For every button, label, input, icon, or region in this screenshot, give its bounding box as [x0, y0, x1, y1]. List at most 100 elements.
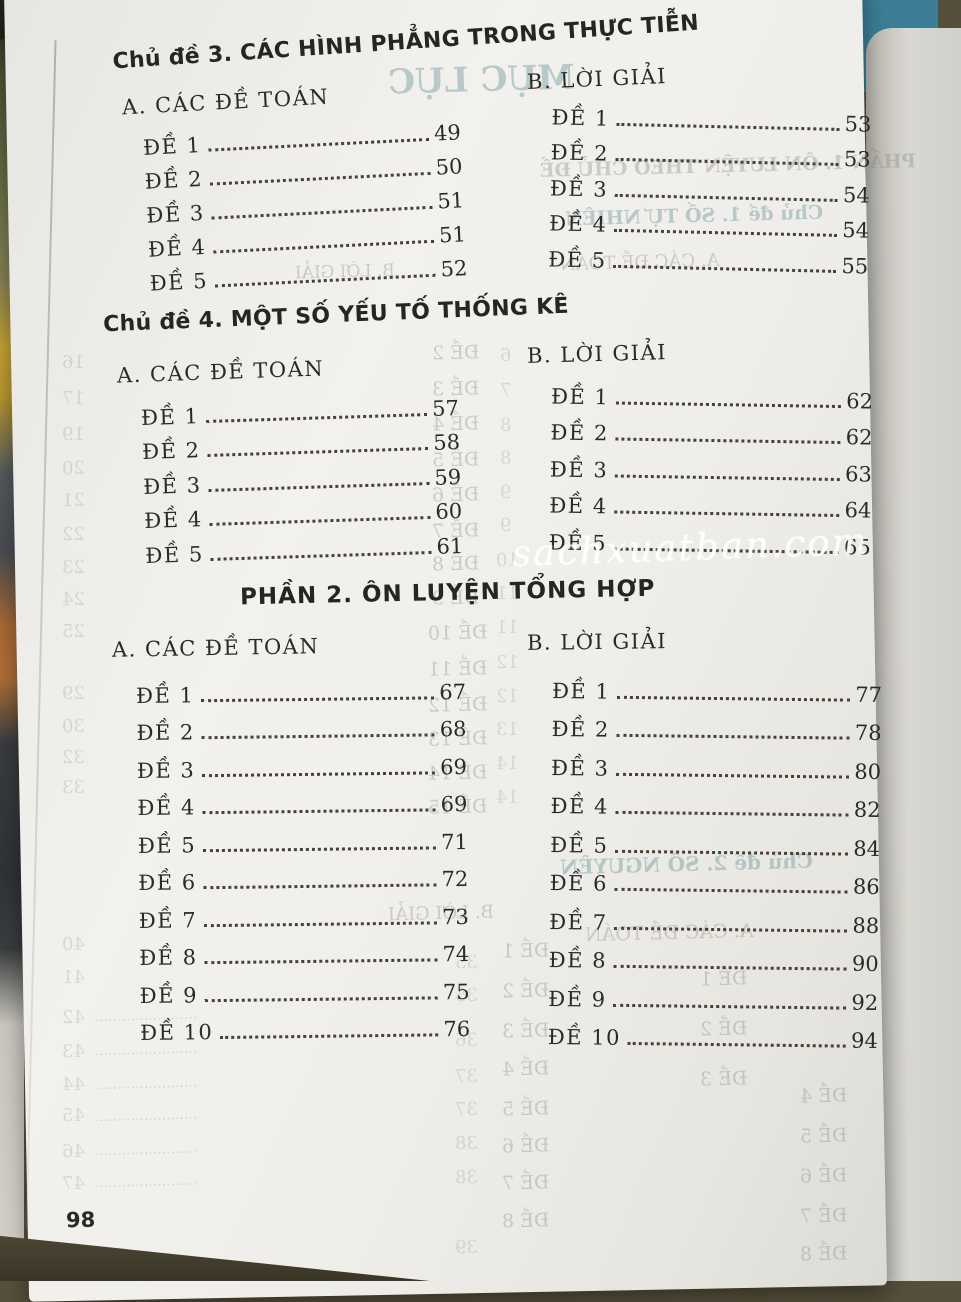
toc-list-problems-3: ĐỀ 1 67 ĐỀ 2 68 ĐỀ 3 69 ĐỀ 4 69 ĐỀ 5 71 ĐỀ 6 72 ĐỀ 7… — [136, 666, 471, 1045]
dot-leader — [202, 770, 436, 777]
bleedthrough-text: 30 — [61, 715, 86, 738]
entry-label: ĐỀ 2 — [550, 140, 610, 166]
bleedthrough-text: 44 — [61, 1073, 86, 1096]
toc-entry: ĐỀ 10 94 — [548, 1010, 878, 1053]
bleedthrough-text: 12 — [495, 685, 520, 708]
bleedthrough-text: 37 — [454, 1098, 479, 1121]
toc-entry: ĐỀ 6 72 — [138, 853, 468, 895]
bleedthrough-text: ······················· — [94, 1144, 198, 1164]
entry-label: ĐỀ 5 — [550, 832, 609, 858]
bleedthrough-text: 8 — [499, 447, 512, 470]
dot-leader — [615, 473, 841, 481]
entry-page-number: 53 — [843, 147, 871, 172]
bleedthrough-text: 32 — [61, 746, 86, 769]
bleedthrough-text: 21 — [61, 489, 86, 512]
dot-leader — [627, 1041, 847, 1048]
dot-leader — [614, 926, 848, 933]
bleedthrough-text: ĐỀ 10 — [427, 621, 488, 645]
entry-label: ĐỀ 1 — [551, 104, 611, 131]
entry-label: ĐỀ 5 — [548, 246, 607, 273]
dot-leader — [614, 228, 838, 237]
dot-leader — [205, 995, 439, 1002]
heading-solutions-2: B. LỜI GIẢI — [526, 340, 668, 368]
entry-label: ĐỀ 5 — [137, 832, 197, 858]
bleedthrough-text: 41 — [61, 966, 86, 989]
dot-leader — [203, 845, 437, 852]
dot-leader — [202, 808, 436, 815]
toc-entry: ĐỀ 4 64 — [549, 481, 872, 522]
bleedthrough-text: ĐỀ 6 — [501, 1134, 550, 1158]
bleedthrough-text: 23 — [61, 556, 86, 579]
bleedthrough-text: ······················· — [94, 1078, 198, 1098]
toc-entry: ĐỀ 8 90 — [549, 933, 879, 976]
bleedthrough-text: ĐỀ 3 — [501, 1019, 550, 1043]
entry-label: ĐỀ 4 — [143, 507, 204, 533]
dot-leader — [201, 733, 435, 740]
entry-page-number: 52 — [440, 256, 468, 282]
entry-page-number: 53 — [844, 111, 872, 137]
bleedthrough-text: 9 — [499, 514, 512, 537]
entry-label: ĐỀ 1 — [135, 682, 195, 708]
entry-page-number: 77 — [855, 682, 883, 707]
bleedthrough-text: 8 — [499, 414, 512, 437]
toc-entry: ĐỀ 2 68 — [136, 703, 466, 745]
entry-page-number: 60 — [435, 498, 463, 524]
toc-entry: ĐỀ 5 71 — [137, 816, 468, 858]
entry-label: ĐỀ 6 — [138, 870, 197, 896]
toc-entry: ĐỀ 4 54 — [548, 200, 870, 243]
entry-label: ĐỀ 4 — [550, 793, 610, 819]
bleedthrough-text: 40 — [61, 933, 86, 956]
entry-label: ĐỀ 3 — [142, 472, 202, 499]
dot-leader — [614, 510, 840, 518]
entry-label: ĐỀ 2 — [550, 420, 610, 446]
entry-label: ĐỀ 1 — [140, 403, 200, 430]
entry-page-number: 92 — [851, 990, 879, 1015]
dot-leader — [615, 437, 841, 445]
entry-label: ĐỀ 10 — [547, 1024, 622, 1050]
toc-list-problems-2: ĐỀ 1 57 ĐỀ 2 58 ĐỀ 3 59 ĐỀ 4 60 ĐỀ 5 61 — [140, 385, 464, 568]
entry-page-number: 49 — [433, 120, 462, 146]
bleedthrough-text: ĐỀ 7 — [799, 1204, 848, 1228]
entry-page-number: 71 — [440, 829, 468, 854]
bleedthrough-text: ĐỀ 6 — [799, 1164, 848, 1188]
toc-entry: ĐỀ 1 67 — [135, 666, 466, 708]
dot-leader — [613, 964, 847, 971]
bleedthrough-text: ĐỀ 2 — [431, 341, 480, 365]
dot-leader — [617, 695, 851, 702]
dot-leader — [615, 810, 849, 817]
entry-label: ĐỀ 9 — [548, 986, 607, 1012]
entry-page-number: 62 — [845, 425, 873, 450]
toc-entry: ĐỀ 1 53 — [551, 93, 872, 136]
bleedthrough-text: ĐỀ 8 — [799, 1242, 848, 1266]
entry-label: ĐỀ 5 — [149, 268, 209, 296]
dot-leader — [616, 772, 850, 779]
bleedthrough-text: 24 — [61, 588, 86, 611]
bleedthrough-text: ······················· — [94, 1110, 198, 1130]
bleedthrough-text: 13 — [495, 718, 520, 741]
dot-leader — [614, 887, 848, 894]
entry-label: ĐỀ 10 — [140, 1020, 214, 1046]
bleedthrough-text: ĐỀ 5 — [501, 1097, 550, 1121]
entry-page-number: 75 — [442, 979, 470, 1004]
entry-page-number: 54 — [842, 218, 870, 243]
toc-list-problems-1: ĐỀ 1 49 ĐỀ 2 50 ĐỀ 3 51 ĐỀ 4 51 ĐỀ 5 52 — [142, 110, 468, 295]
bleedthrough-text: 11 — [495, 616, 520, 639]
toc-entry: ĐỀ 7 73 — [138, 891, 469, 932]
toc-entry: ĐỀ 5 84 — [550, 818, 880, 860]
toc-entry: ĐỀ 9 92 — [548, 972, 879, 1015]
toc-entry: ĐỀ 4 69 — [137, 778, 467, 820]
bleedthrough-text: 25 — [61, 620, 86, 643]
bleedthrough-text: ĐỀ 1 — [501, 939, 550, 963]
toc-entry: ĐỀ 2 53 — [550, 129, 871, 172]
entry-page-number: 74 — [442, 941, 470, 967]
bleedthrough-text: ĐỀ 5 — [799, 1124, 848, 1148]
entry-label: ĐỀ 1 — [142, 133, 202, 160]
entry-label: ĐỀ 8 — [139, 945, 198, 971]
entry-page-number: 73 — [441, 904, 469, 929]
toc-entry: ĐỀ 3 80 — [551, 741, 881, 783]
toc-entry: ĐỀ 7 88 — [549, 895, 879, 937]
dot-leader — [201, 695, 435, 702]
dot-leader — [220, 1033, 439, 1040]
entry-label: ĐỀ 4 — [147, 234, 207, 262]
entry-label: ĐỀ 4 — [548, 211, 608, 237]
